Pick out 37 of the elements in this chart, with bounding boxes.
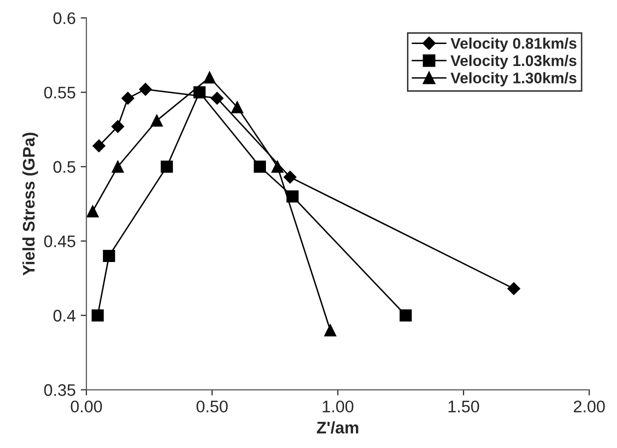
point: [160, 160, 173, 173]
point: [139, 82, 152, 96]
point: [112, 160, 124, 173]
point: [102, 250, 116, 262]
y-tick-label: 0.45: [44, 235, 76, 248]
y-tick-label: 0.6: [53, 12, 76, 24]
point: [254, 160, 266, 173]
point: [231, 101, 244, 114]
point: [86, 205, 99, 218]
y-tick-label: 0.4: [53, 310, 76, 322]
x-tick-label: 2.00: [574, 400, 605, 412]
point: [92, 309, 104, 322]
point: [92, 139, 106, 152]
point: [507, 282, 520, 296]
point: [271, 160, 284, 173]
point: [193, 86, 206, 98]
x-tick-label: 1.50: [448, 400, 480, 412]
legend-label: Velocity 1.30km/s: [450, 72, 576, 86]
point: [286, 190, 299, 202]
x-tick-label: 0.50: [196, 400, 228, 412]
x-tick-label: 0.00: [70, 400, 102, 412]
point: [111, 120, 124, 133]
x-tick-label: 1.00: [322, 400, 354, 412]
point: [324, 324, 336, 336]
y-tick-label: 0.5: [53, 161, 76, 173]
point: [210, 92, 224, 105]
y-axis-title: Yield Stress (GPa): [22, 132, 38, 276]
y-tick-label: 0.35: [44, 384, 76, 396]
legend-label: Velocity 1.03km/s: [450, 54, 576, 70]
point: [150, 114, 163, 127]
point: [204, 71, 216, 84]
legend-label: Velocity 0.81km/s: [450, 38, 576, 52]
y-tick-label: 0.55: [44, 86, 76, 98]
point: [121, 92, 134, 105]
x-axis-title: Z'/am: [316, 421, 358, 434]
point: [284, 170, 296, 184]
point: [400, 309, 412, 322]
